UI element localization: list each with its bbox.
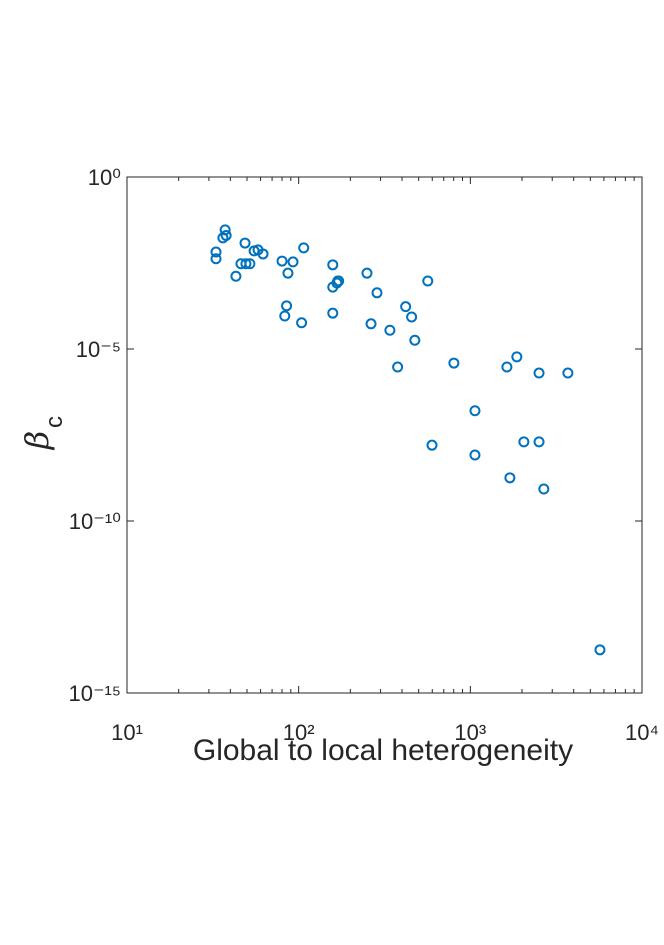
point — [371, 287, 383, 299]
point — [422, 275, 434, 287]
point — [406, 311, 418, 323]
point — [296, 317, 308, 329]
point — [333, 275, 345, 287]
point — [538, 483, 550, 495]
x-tick-label: 10² — [283, 720, 315, 745]
point — [361, 267, 373, 279]
y-tick-label: 10⁻¹⁵ — [68, 681, 121, 706]
y-tick-label: 10⁻¹⁰ — [69, 509, 121, 534]
point — [257, 248, 269, 260]
point — [287, 256, 299, 268]
point — [426, 439, 438, 451]
point — [469, 449, 481, 461]
point — [239, 237, 251, 249]
point — [511, 351, 523, 363]
y-axis-label-subscript: c — [41, 416, 68, 428]
point — [217, 232, 229, 244]
point — [448, 357, 460, 369]
y-tick-label: 10⁰ — [88, 165, 121, 190]
point — [327, 307, 339, 319]
point — [392, 361, 404, 373]
plot-frame — [126, 176, 643, 694]
point — [244, 258, 256, 270]
point — [533, 436, 545, 448]
point — [400, 301, 412, 313]
point — [384, 324, 396, 336]
point — [240, 258, 252, 270]
point — [298, 242, 310, 254]
point — [276, 255, 288, 267]
point — [501, 361, 513, 373]
point — [327, 259, 339, 271]
point — [210, 253, 222, 265]
y-tick-label: 10⁻⁵ — [76, 337, 121, 362]
point — [518, 436, 530, 448]
point — [504, 472, 516, 484]
point — [533, 367, 545, 379]
point — [469, 405, 481, 417]
point — [279, 310, 291, 322]
point — [409, 334, 421, 346]
point — [281, 300, 293, 312]
point — [562, 367, 574, 379]
x-tick-label: 10⁴ — [625, 720, 659, 745]
y-axis-label: β — [18, 431, 56, 451]
point — [365, 318, 377, 330]
point — [282, 267, 294, 279]
point — [210, 246, 222, 258]
x-axis-label: Global to local heterogeneity — [193, 734, 573, 767]
x-tick-label: 10³ — [454, 720, 486, 745]
y-axis-label-group: β c — [18, 416, 68, 450]
point — [594, 644, 606, 656]
point — [230, 270, 242, 282]
x-tick-label: 10¹ — [111, 720, 143, 745]
